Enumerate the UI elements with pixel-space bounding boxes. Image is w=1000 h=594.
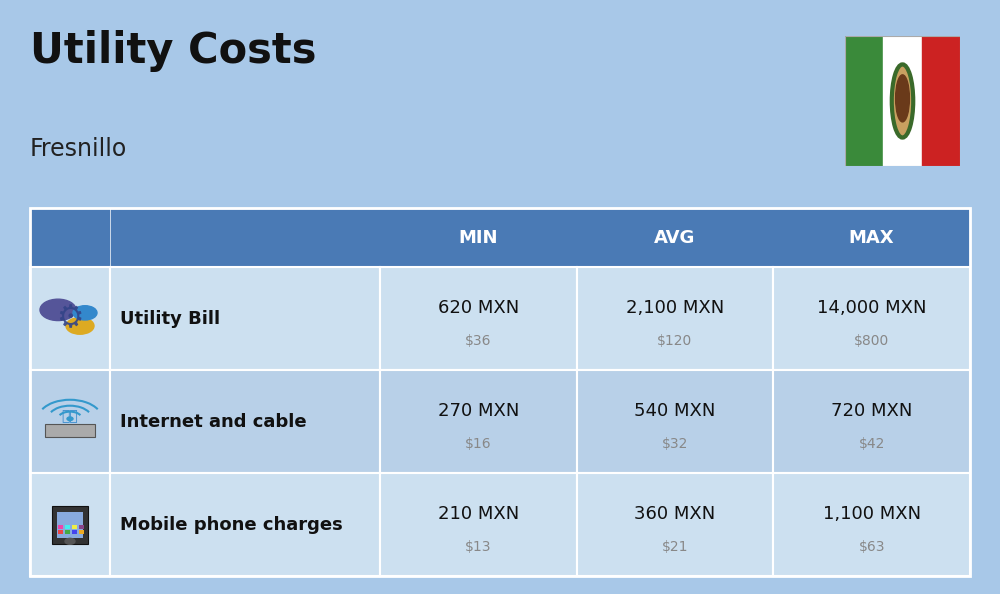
Bar [58,530,63,534]
Text: $63: $63 [858,541,885,554]
Text: 1,100 MXN: 1,100 MXN [823,505,921,523]
Bar [30,370,110,473]
Bar [773,473,970,576]
Circle shape [892,64,913,138]
Bar [79,530,84,534]
Bar [30,267,110,370]
Bar [380,370,577,473]
Bar [30,208,970,576]
Bar [577,473,773,576]
Text: Fresnillo: Fresnillo [30,137,127,160]
Circle shape [896,75,909,122]
Bar [79,525,84,529]
Bar [577,267,773,370]
Text: Internet and cable: Internet and cable [120,413,307,431]
Text: $32: $32 [662,437,688,451]
Text: AVG: AVG [654,229,696,247]
Text: $800: $800 [854,334,889,349]
Text: $16: $16 [465,437,492,451]
Bar [883,36,922,166]
Text: 360 MXN: 360 MXN [634,505,716,523]
Text: 210 MXN: 210 MXN [438,505,519,523]
Circle shape [65,538,75,544]
Text: $120: $120 [657,334,693,349]
Bar [65,530,70,534]
Bar [110,370,380,473]
Bar [773,267,970,370]
Text: 540 MXN: 540 MXN [634,403,716,421]
Text: Utility Bill: Utility Bill [120,310,220,328]
Bar [30,208,970,267]
Bar [773,370,970,473]
Bar [380,267,577,370]
Text: 14,000 MXN: 14,000 MXN [817,299,926,317]
Text: ⚙: ⚙ [56,304,84,333]
Bar [922,36,960,166]
Circle shape [40,299,76,321]
Bar [72,530,77,534]
Text: $42: $42 [858,437,885,451]
Text: 620 MXN: 620 MXN [438,299,519,317]
Bar [30,208,110,267]
Text: 720 MXN: 720 MXN [831,403,912,421]
Bar [52,505,88,544]
Circle shape [66,318,94,334]
Text: MIN: MIN [459,229,498,247]
Text: $36: $36 [465,334,492,349]
Bar [110,473,380,576]
Bar [380,473,577,576]
Bar [58,525,63,529]
Bar [45,424,95,437]
Bar [30,473,110,576]
Text: 2,100 MXN: 2,100 MXN [626,299,724,317]
Text: 〜〜: 〜〜 [62,409,78,423]
Bar [110,267,380,370]
Text: $21: $21 [662,541,688,554]
Bar [57,511,83,538]
Text: Utility Costs: Utility Costs [30,30,316,72]
Bar [72,525,77,529]
Bar [65,525,70,529]
Text: Mobile phone charges: Mobile phone charges [120,516,343,533]
Circle shape [73,306,97,320]
Bar [845,36,883,166]
Text: $13: $13 [465,541,492,554]
Text: MAX: MAX [849,229,894,247]
Text: 270 MXN: 270 MXN [438,403,519,421]
Circle shape [67,417,73,421]
Bar [577,370,773,473]
